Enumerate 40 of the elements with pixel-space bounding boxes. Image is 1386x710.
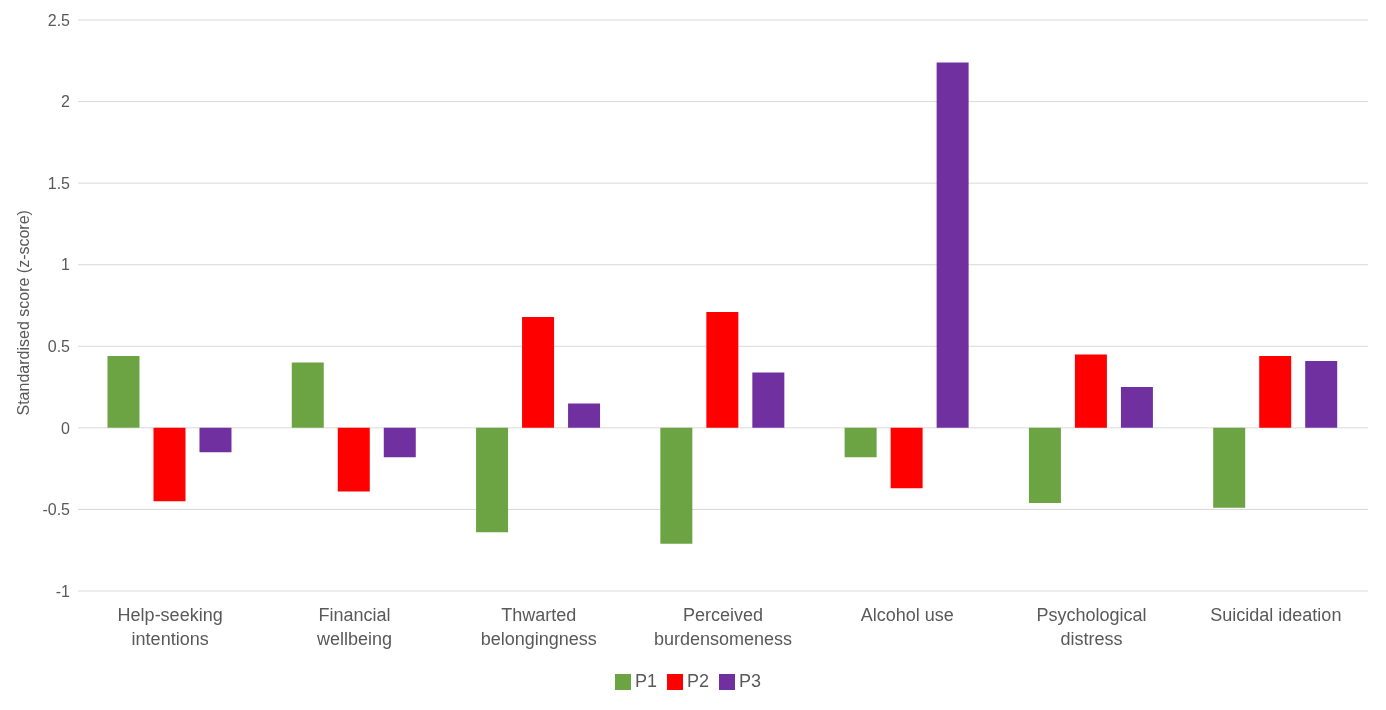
- bar: [1305, 360, 1338, 428]
- y-tick-label: 2.5: [47, 11, 71, 29]
- bar: [1120, 387, 1153, 428]
- bar: [1074, 354, 1107, 428]
- y-tick-label: 1: [61, 256, 71, 274]
- bar: [476, 427, 509, 533]
- bar: [890, 427, 923, 489]
- bar: [1259, 356, 1292, 428]
- x-tick-label: Suicidal ideation: [1210, 605, 1342, 625]
- x-tick-label: Financial wellbeing: [315, 605, 392, 649]
- bar: [706, 312, 739, 428]
- bar: [291, 362, 324, 428]
- bar: [1213, 427, 1246, 508]
- bar: [337, 427, 370, 492]
- y-tick-label: 0.5: [47, 337, 71, 355]
- legend-label: P3: [739, 671, 762, 691]
- bar: [1028, 427, 1061, 503]
- x-tick-label: Perceived burdensomeness: [653, 605, 793, 649]
- bar: [752, 372, 785, 428]
- x-tick-label: Alcohol use: [860, 605, 954, 625]
- x-tick-label: Psychological distress: [1036, 605, 1147, 649]
- y-tick-label: -1: [55, 582, 71, 600]
- bar: [199, 427, 232, 453]
- bar: [660, 427, 693, 544]
- bar: [522, 316, 555, 428]
- bar: [383, 427, 416, 458]
- legend-label: P2: [686, 671, 710, 691]
- y-tick-label: 1.5: [47, 174, 71, 192]
- bar: [153, 427, 186, 502]
- x-tick-label: Thwarted belongingness: [480, 605, 597, 649]
- legend-label: P1: [634, 671, 657, 691]
- bar: [844, 427, 877, 458]
- y-tick-label: 0: [61, 419, 71, 437]
- bar: [107, 356, 140, 428]
- y-tick-label: -0.5: [42, 501, 71, 519]
- y-axis-title: Standardised score (z-score): [14, 210, 32, 416]
- bar: [568, 403, 601, 428]
- bar: [936, 62, 969, 428]
- y-tick-label: 2: [61, 93, 71, 111]
- x-tick-label: Help-seeking intentions: [117, 605, 223, 649]
